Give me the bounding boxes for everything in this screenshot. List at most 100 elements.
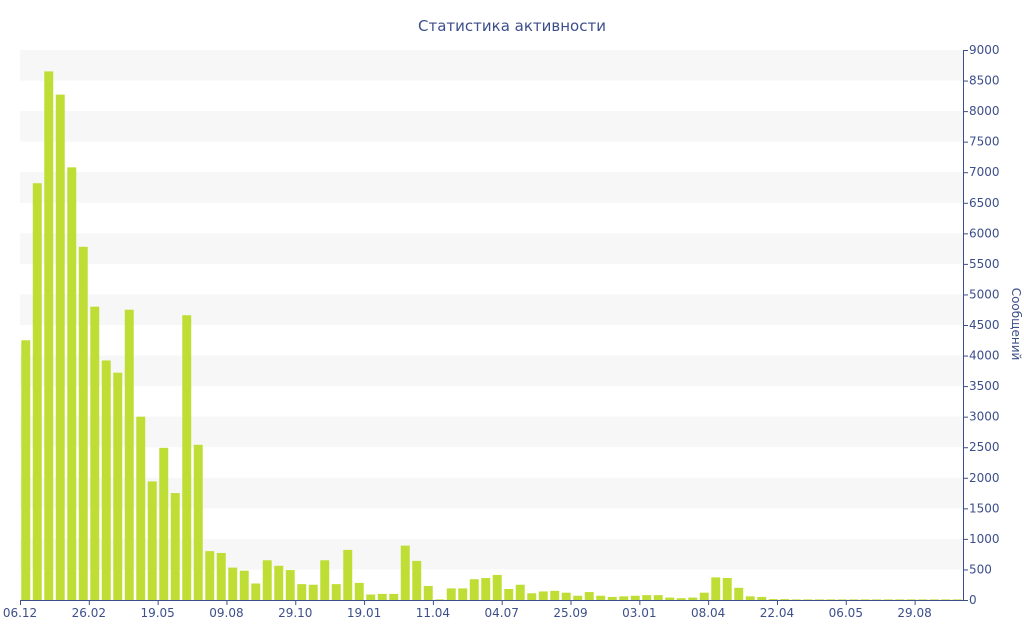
x-tick-label: 19.05 [140, 606, 174, 620]
bar [699, 592, 709, 600]
grid-band [20, 294, 963, 325]
bar [377, 593, 387, 600]
bar [446, 588, 456, 600]
bar [872, 599, 882, 600]
y-tick-label: 500 [969, 562, 992, 576]
bar [354, 582, 364, 600]
y-tick-label: 4000 [969, 349, 1000, 363]
bar [653, 595, 663, 600]
x-tick-label: 09.08 [209, 606, 243, 620]
x-tick-label: 29.08 [897, 606, 931, 620]
bar [101, 360, 111, 600]
bar [274, 565, 284, 600]
bar [918, 599, 928, 600]
bar [895, 599, 905, 600]
chart-title: Статистика активности [418, 17, 606, 35]
bar [492, 574, 502, 600]
x-tick-label: 04.07 [485, 606, 519, 620]
bar [285, 570, 295, 600]
grid-band [20, 355, 963, 387]
grid-band [20, 111, 963, 142]
y-tick-label: 1500 [969, 501, 1000, 515]
y-tick-label: 2500 [969, 440, 1000, 454]
bar [757, 596, 767, 600]
y-tick-label: 6000 [969, 226, 1000, 240]
bar [251, 583, 261, 600]
y-tick-label: 4500 [969, 318, 1000, 332]
bar [688, 597, 698, 600]
bar [791, 599, 801, 600]
bar [527, 593, 537, 600]
y-tick-label: 2000 [969, 471, 1000, 485]
grid-band [20, 416, 963, 448]
bar [400, 545, 410, 600]
grid-band [20, 50, 963, 81]
bar [343, 549, 353, 600]
bar [412, 560, 422, 600]
bar [665, 597, 675, 600]
bar [320, 560, 330, 600]
bar [331, 584, 341, 600]
y-tick-label: 1000 [969, 532, 1000, 546]
bar [297, 584, 307, 600]
bar [734, 587, 744, 600]
bar [619, 596, 629, 600]
x-tick-label: 08.04 [691, 606, 725, 620]
x-tick-label: 03.01 [622, 606, 656, 620]
bar [182, 315, 192, 600]
y-tick-label: 0 [969, 593, 977, 607]
bar [228, 567, 238, 600]
x-tick-label: 29.10 [278, 606, 312, 620]
bar [481, 578, 491, 600]
y-tick-label: 5000 [969, 287, 1000, 301]
bar [883, 599, 893, 600]
bar [504, 589, 514, 600]
bar [550, 590, 560, 600]
bar [711, 577, 721, 600]
bar [435, 599, 445, 600]
bar [642, 595, 652, 600]
bar [676, 598, 686, 600]
x-ticks: 06.12 26.02 19.05 09.08 29.10 19.01 11.04 04.07… [3, 600, 932, 620]
grid-band [20, 172, 963, 203]
bar [745, 596, 755, 600]
bar [67, 167, 77, 600]
grid-band [20, 233, 963, 264]
bar [262, 560, 272, 600]
bar [929, 599, 939, 600]
bar [32, 183, 42, 600]
x-tick-label: 06.05 [829, 606, 863, 620]
bar [860, 599, 870, 600]
bar [216, 552, 226, 600]
bar [308, 584, 318, 600]
bar [849, 599, 859, 600]
y-tick-label: 6500 [969, 196, 1000, 210]
bar [90, 306, 100, 600]
bar [458, 588, 468, 600]
bars-group [21, 71, 962, 601]
bar [21, 340, 31, 600]
bar [170, 493, 180, 600]
bar [573, 595, 583, 600]
x-tick-label: 25.09 [553, 606, 587, 620]
bar [469, 579, 479, 600]
grid-bands [20, 50, 963, 570]
bar [515, 584, 525, 600]
x-tick-label: 11.04 [416, 606, 450, 620]
y-tick-label: 8000 [969, 104, 1000, 118]
y-ticks: 0 500 1000 1500 2000 2500 3000 3500 4000 4500 5000… [963, 43, 1000, 607]
bar [803, 599, 813, 600]
bar [205, 551, 215, 600]
bar [124, 309, 134, 600]
x-tick-label: 22.04 [760, 606, 794, 620]
bar [44, 71, 54, 600]
bar [389, 593, 399, 600]
bar [768, 599, 778, 600]
y-tick-label: 3000 [969, 410, 1000, 424]
x-tick-label: 06.12 [3, 606, 37, 620]
bar [596, 595, 606, 600]
bar [78, 246, 88, 600]
bar [941, 599, 951, 600]
bar [561, 592, 571, 600]
